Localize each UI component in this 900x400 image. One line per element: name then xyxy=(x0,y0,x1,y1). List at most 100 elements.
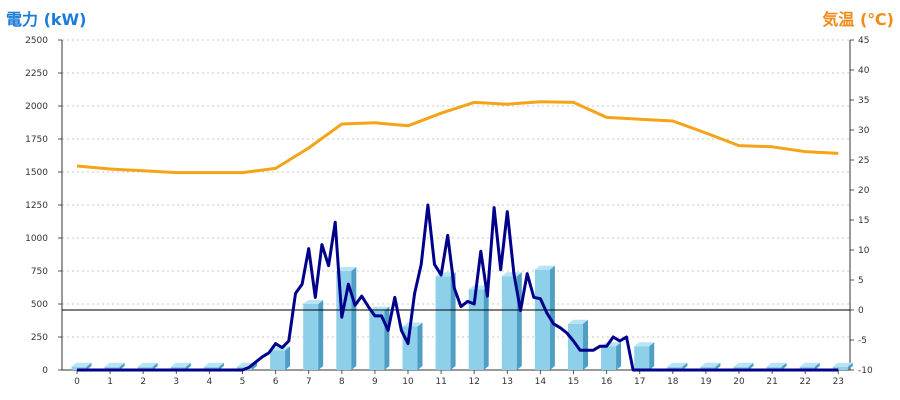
bar-top xyxy=(270,346,291,351)
bar-front xyxy=(832,366,848,370)
bar-side xyxy=(450,272,456,370)
right-tick-label: -5 xyxy=(858,336,867,346)
left-tick-label: 2250 xyxy=(25,69,48,79)
bar-front xyxy=(369,310,385,370)
right-tick-label: 15 xyxy=(858,216,869,226)
bar-side xyxy=(649,342,655,370)
bar-side xyxy=(218,362,224,370)
bar-front xyxy=(435,276,451,370)
bar-side xyxy=(682,362,688,370)
bar-side xyxy=(318,300,324,370)
x-tick-label: 14 xyxy=(535,377,547,387)
bar-front xyxy=(601,346,617,370)
bar-side xyxy=(549,265,555,370)
bar-side xyxy=(616,342,622,370)
right-tick-label: -10 xyxy=(858,366,873,376)
x-tick-label: 1 xyxy=(107,377,113,387)
left-tick-label: 2000 xyxy=(25,102,48,112)
bar-side xyxy=(185,362,191,370)
x-tick-label: 23 xyxy=(833,377,844,387)
bar-top xyxy=(766,362,787,367)
x-tick-label: 18 xyxy=(667,377,679,387)
bar-top xyxy=(799,362,820,367)
bar-side xyxy=(384,306,390,370)
bar-top xyxy=(104,362,125,367)
x-tick-label: 8 xyxy=(339,377,345,387)
bar-top xyxy=(568,319,588,324)
left-tick-label: 250 xyxy=(31,333,48,343)
bar-front xyxy=(104,366,120,370)
bar-front xyxy=(270,350,286,370)
bar-top xyxy=(203,362,224,367)
x-tick-label: 9 xyxy=(372,377,378,387)
bar-side xyxy=(86,362,92,370)
bar-side xyxy=(748,362,754,370)
bar-front xyxy=(137,366,153,370)
bar-top xyxy=(733,362,754,367)
right-tick-label: 20 xyxy=(858,186,870,196)
bar-top xyxy=(137,362,158,367)
right-tick-label: 40 xyxy=(858,66,870,76)
bar-side xyxy=(351,267,357,370)
right-tick-label: 0 xyxy=(858,306,864,316)
right-tick-label: 5 xyxy=(858,276,864,286)
x-tick-label: 22 xyxy=(799,377,810,387)
x-tick-label: 2 xyxy=(140,377,146,387)
right-axis-title: 気温 (℃) xyxy=(822,10,894,29)
x-tick-label: 12 xyxy=(468,377,479,387)
bar-side xyxy=(417,322,423,370)
left-tick-label: 1500 xyxy=(25,168,48,178)
bar-top xyxy=(634,342,655,347)
bar-top xyxy=(832,362,853,367)
bar-side xyxy=(252,362,257,370)
bar-top xyxy=(303,300,324,304)
bar-front xyxy=(700,366,716,370)
x-tick-label: 4 xyxy=(207,377,213,387)
right-tick-label: 45 xyxy=(858,36,869,46)
right-tick-label: 25 xyxy=(858,156,869,166)
bar-side xyxy=(119,362,125,370)
temperature-line xyxy=(76,100,839,175)
bar-top xyxy=(667,362,688,367)
bar-top xyxy=(700,362,721,367)
bar-front xyxy=(799,366,815,370)
bar-front xyxy=(634,346,650,370)
left-tick-label: 750 xyxy=(31,267,48,277)
bar-side xyxy=(583,319,588,370)
x-tick-label: 19 xyxy=(700,377,712,387)
x-tick-label: 5 xyxy=(240,377,246,387)
left-tick-label: 1750 xyxy=(25,135,48,145)
x-tick-label: 11 xyxy=(435,377,446,387)
x-tick-label: 15 xyxy=(568,377,579,387)
bar-top xyxy=(336,267,357,271)
bar-front xyxy=(71,366,87,370)
left-tick-label: 2500 xyxy=(25,36,48,46)
bar-side xyxy=(715,362,721,370)
bar-front xyxy=(766,366,782,370)
bar-side xyxy=(847,362,853,370)
bar-top xyxy=(468,285,489,290)
left-tick-label: 500 xyxy=(31,300,48,310)
bar-top xyxy=(71,362,92,367)
bar-top xyxy=(534,265,555,270)
bar-front xyxy=(303,304,319,370)
x-tick-label: 17 xyxy=(634,377,645,387)
power-demand-line xyxy=(77,203,839,372)
x-tick-label: 13 xyxy=(502,377,513,387)
x-tick-label: 6 xyxy=(273,377,279,387)
x-tick-label: 20 xyxy=(733,377,745,387)
bar-top xyxy=(402,322,423,327)
bar-front xyxy=(534,269,550,370)
left-tick-label: 0 xyxy=(42,366,48,376)
bar-side xyxy=(152,362,158,370)
bar-side xyxy=(814,362,820,370)
bar-top xyxy=(170,362,191,367)
bar-side xyxy=(483,285,489,370)
bar-front xyxy=(568,323,583,370)
right-tick-label: 10 xyxy=(858,246,870,256)
bar-side xyxy=(781,362,787,370)
x-tick-label: 16 xyxy=(601,377,613,387)
left-tick-label: 1000 xyxy=(25,234,48,244)
bar-side xyxy=(285,346,291,370)
